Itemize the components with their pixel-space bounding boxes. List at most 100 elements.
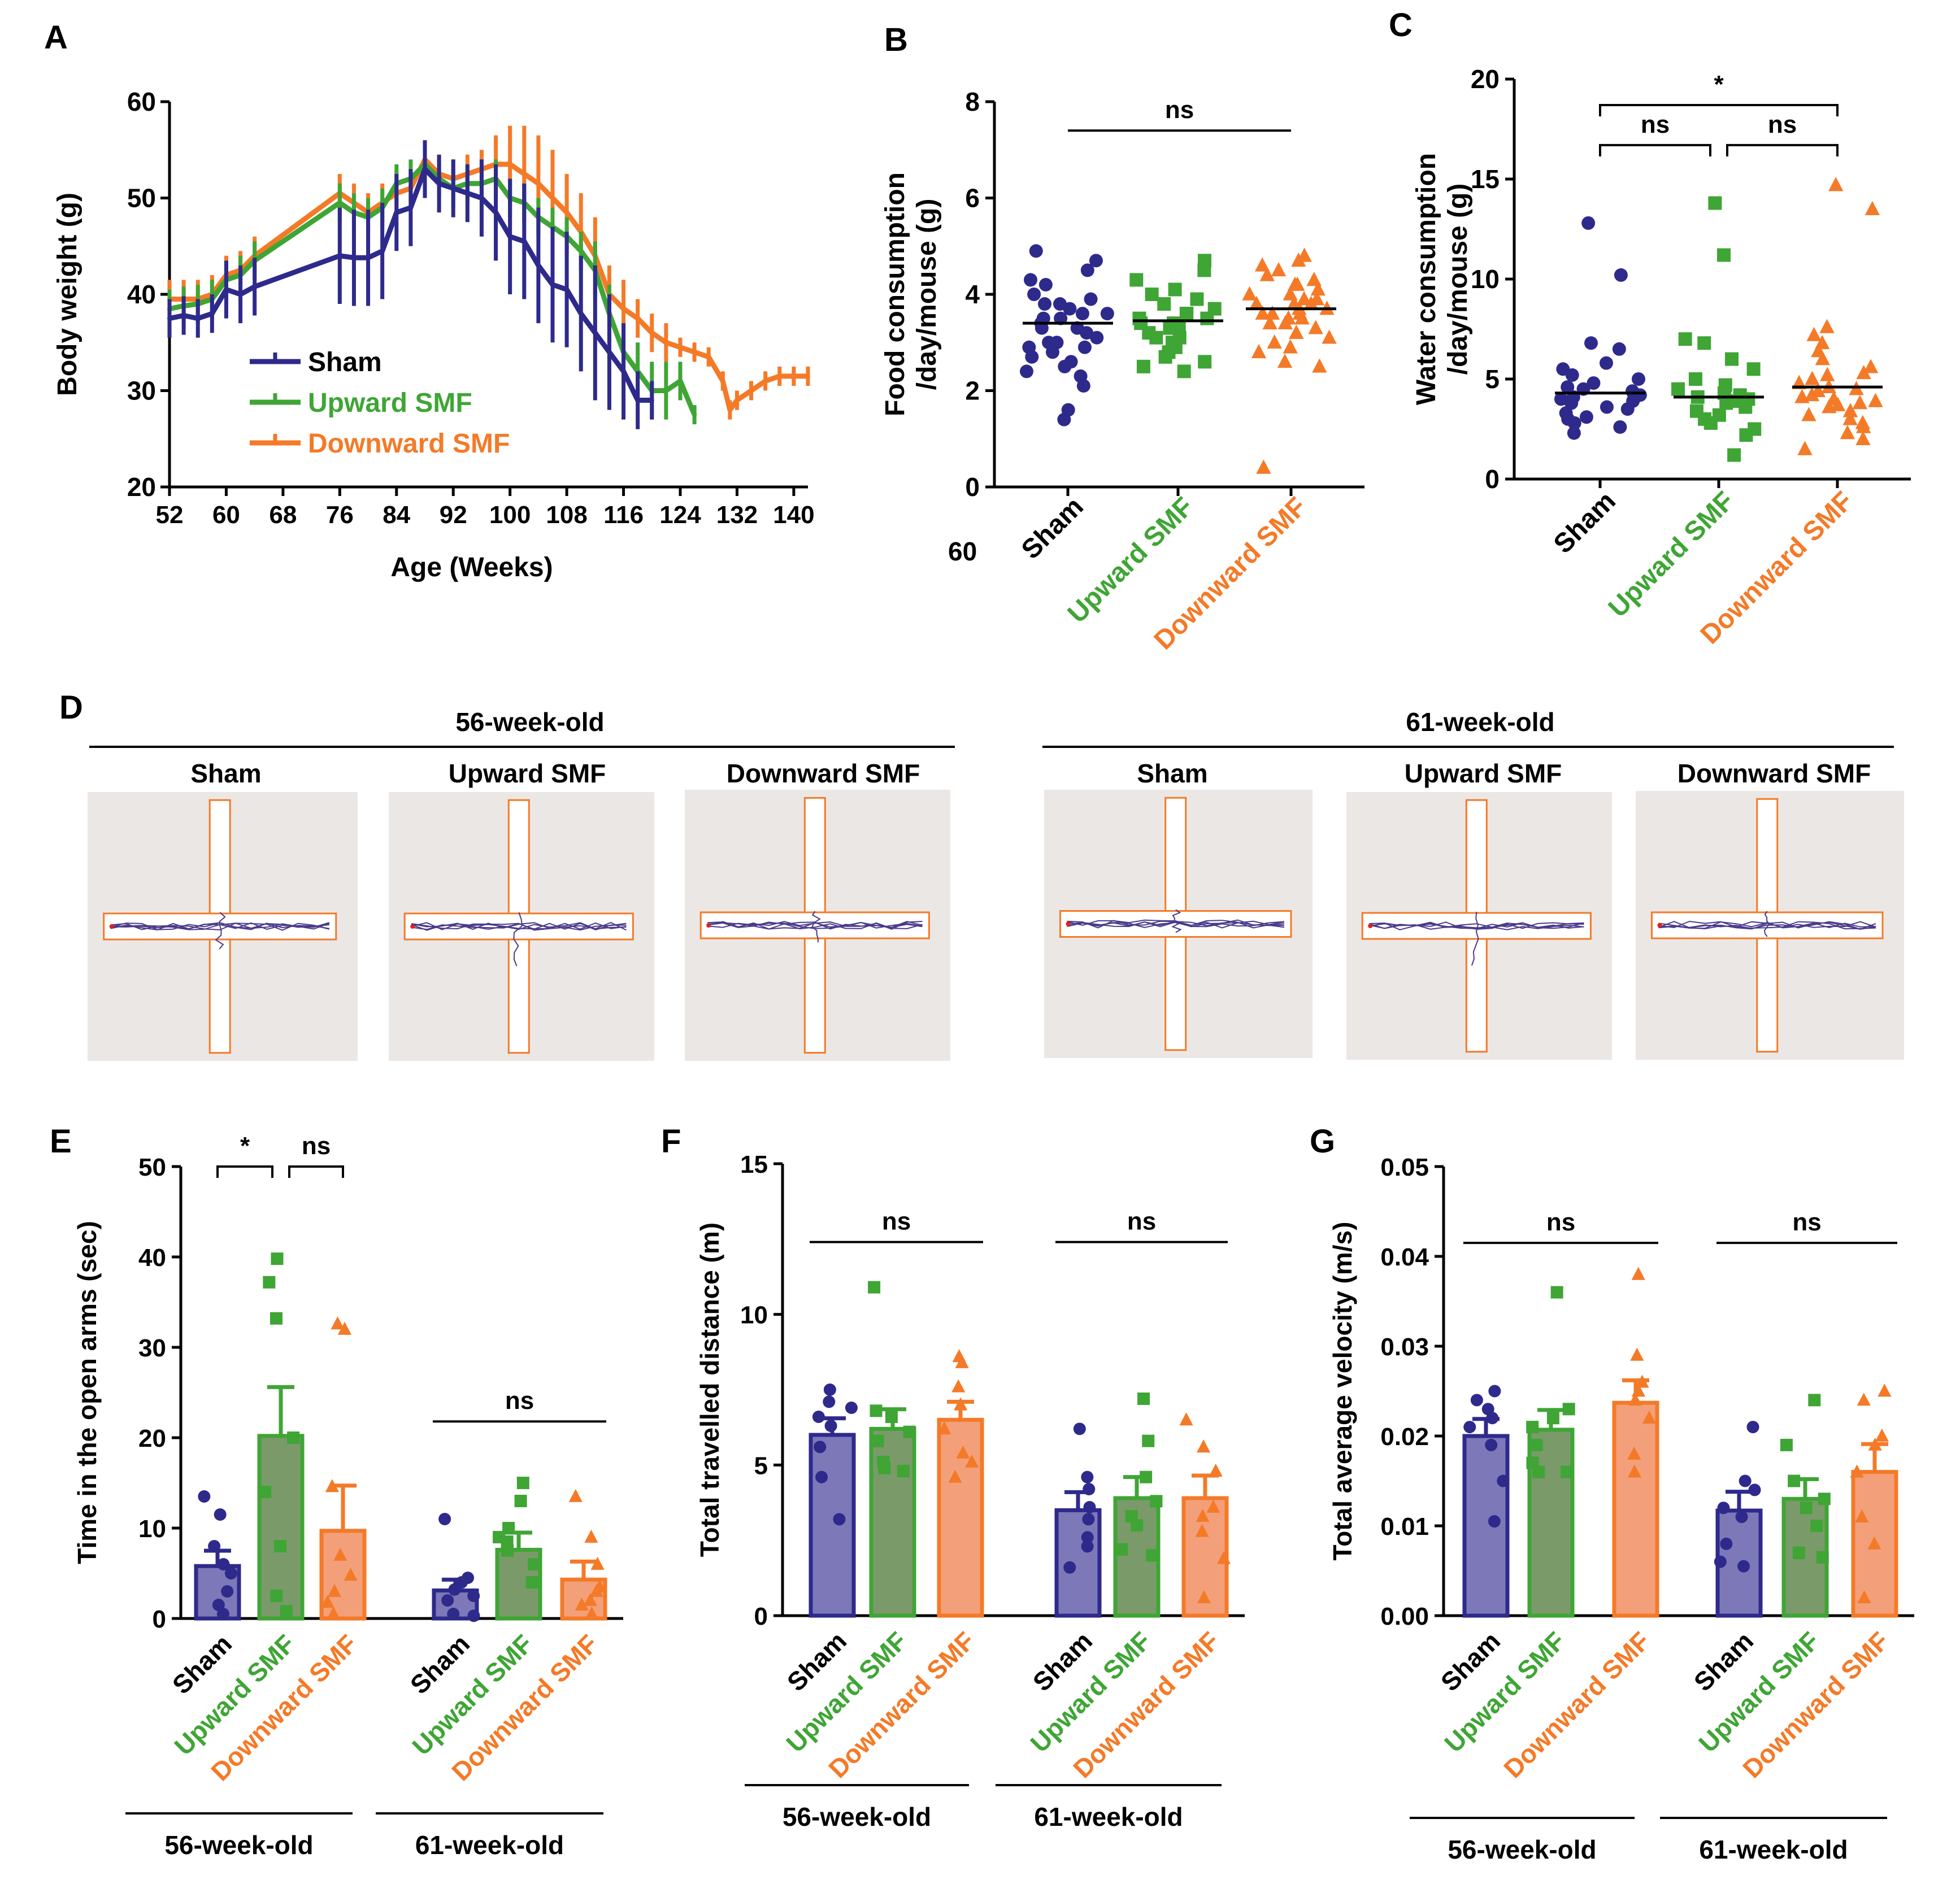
data-point <box>366 255 371 260</box>
maze-title-downward-61: Downward SMF <box>1677 759 1871 788</box>
data-point <box>1080 263 1094 277</box>
data-point <box>1530 1438 1543 1451</box>
track-endpoint <box>1657 923 1662 928</box>
data-point <box>238 292 243 297</box>
data-point <box>1296 291 1312 306</box>
significance-bracket <box>216 1165 273 1178</box>
data-point <box>1703 416 1718 430</box>
data-point <box>1818 1493 1831 1506</box>
data-point <box>1081 1531 1094 1544</box>
data-point <box>380 249 385 254</box>
y-axis-label: Total travelled distance (m) <box>695 1222 724 1557</box>
x-tick-label: 60 <box>212 501 240 529</box>
data-point <box>1216 1551 1231 1564</box>
data-point <box>274 1540 287 1552</box>
significance-label: ns <box>1768 111 1797 138</box>
age-header-61: 61-week-old <box>1406 707 1554 737</box>
significance-label: * <box>240 1132 250 1160</box>
data-point <box>806 373 810 378</box>
data-point <box>1627 1464 1642 1478</box>
data-point <box>259 1486 272 1498</box>
data-point <box>878 1461 891 1474</box>
data-point <box>1470 1394 1483 1407</box>
data-point <box>1628 1393 1642 1406</box>
data-point <box>590 1556 605 1570</box>
y-axis-label-line: /day/mouse (g) <box>1443 184 1473 375</box>
x-tick-label: 92 <box>440 501 467 529</box>
data-point <box>1140 1470 1153 1483</box>
y-tick-label: 6 <box>965 184 980 213</box>
data-point <box>1688 372 1702 386</box>
data-point <box>1463 1421 1476 1434</box>
mouse-track <box>215 912 226 950</box>
y-tick-label: 2 <box>965 376 980 406</box>
maze-title-downward-56: Downward SMF <box>727 759 920 788</box>
data-point <box>1131 1519 1144 1531</box>
series-line <box>169 166 652 403</box>
significance-label: ns <box>1127 1208 1156 1235</box>
data-point <box>1801 407 1816 421</box>
bar <box>1054 1508 1102 1618</box>
data-point <box>507 162 512 167</box>
data-point <box>833 1513 846 1526</box>
data-point <box>447 1608 460 1620</box>
data-point <box>579 311 584 316</box>
data-point <box>1815 351 1831 366</box>
age-group-label: 61-week-old <box>415 1830 564 1860</box>
y-axis-label: Food consumption/day/mouse (g) <box>880 172 942 416</box>
y-tick-label: 4 <box>965 280 980 309</box>
data-point <box>1486 1412 1499 1425</box>
data-point <box>1058 359 1072 373</box>
track-endpoint <box>706 923 711 928</box>
data-point <box>1581 216 1596 230</box>
maze-title-sham-61: Sham <box>1137 759 1207 788</box>
data-point <box>706 354 711 359</box>
data-point <box>635 398 640 403</box>
series-sham <box>167 140 654 429</box>
data-point <box>1259 267 1275 281</box>
data-point <box>885 1411 898 1423</box>
y-tick-label: 10 <box>740 1302 768 1329</box>
maze-title-upward-56: Upward SMF <box>449 759 606 788</box>
x-tick-label: 140 <box>773 501 814 529</box>
data-point <box>1855 430 1871 445</box>
data-point <box>812 1411 825 1423</box>
y-tick-label: 10 <box>1471 264 1500 294</box>
x-axis-label: Age (Weeks) <box>390 552 553 582</box>
y-axis-label: Time in the open arms (sec) <box>72 1221 102 1564</box>
data-point <box>727 407 732 412</box>
data-point <box>954 1397 968 1411</box>
data-point <box>1579 410 1593 424</box>
data-point <box>870 1404 883 1417</box>
data-point <box>1613 420 1627 434</box>
data-point <box>210 311 215 316</box>
data-point <box>1630 1347 1644 1361</box>
data-point <box>1081 1540 1094 1553</box>
bar-group <box>319 1316 367 1621</box>
data-point <box>1567 426 1581 440</box>
data-point <box>1115 1543 1128 1556</box>
data-point <box>678 378 683 384</box>
y-tick-label: 0.03 <box>1380 1333 1429 1361</box>
data-point <box>1708 196 1722 210</box>
data-point <box>479 195 484 201</box>
data-point <box>465 190 470 195</box>
data-point <box>1806 327 1822 341</box>
data-point <box>1082 1513 1095 1526</box>
data-point <box>1830 397 1846 411</box>
data-point <box>1077 340 1092 354</box>
data-point <box>749 388 754 393</box>
bar-group <box>1714 1421 1763 1618</box>
stray-axis-label: 60 <box>948 537 977 566</box>
data-point <box>1800 1502 1813 1515</box>
bar-group <box>1054 1422 1102 1618</box>
data-point <box>181 313 186 318</box>
data-point <box>1567 416 1581 430</box>
mouse-track <box>1658 920 1876 928</box>
data-point <box>1855 419 1871 433</box>
data-point <box>584 1529 598 1543</box>
data-point <box>423 167 427 172</box>
data-point <box>1267 334 1282 349</box>
data-point <box>550 195 555 201</box>
data-point <box>327 1606 341 1620</box>
